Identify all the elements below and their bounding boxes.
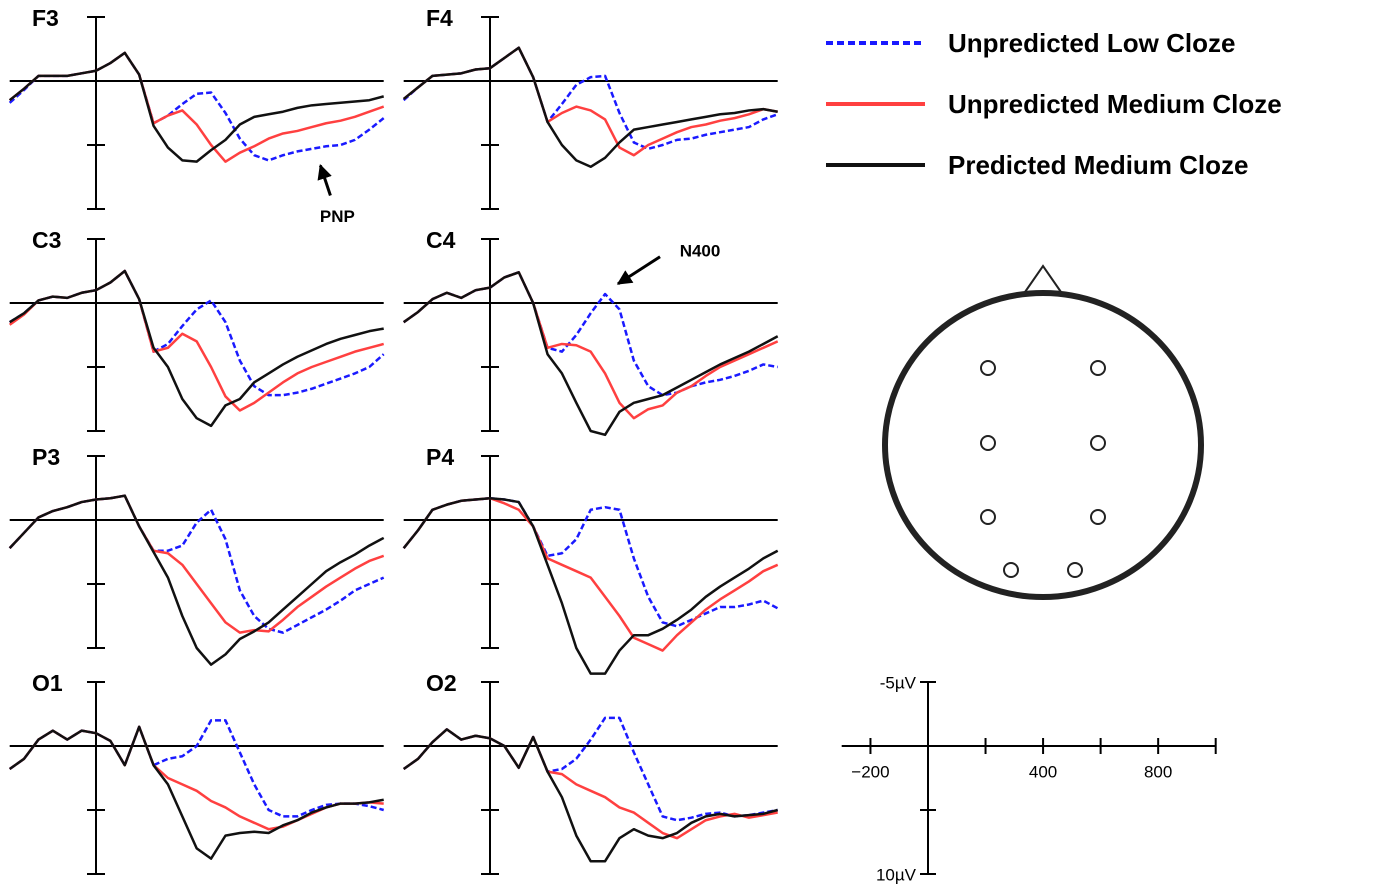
- panel-title: C4: [426, 227, 456, 253]
- erp-line: [402, 271, 779, 420]
- erp-line: [8, 494, 385, 666]
- legend-label: Unpredicted Medium Cloze: [948, 89, 1282, 119]
- panel-title: O1: [32, 670, 63, 696]
- erp-line: [8, 725, 384, 831]
- electrode: [1067, 562, 1083, 578]
- erp-line: [8, 719, 385, 818]
- annotation: N400: [680, 241, 721, 260]
- erp-line: [402, 716, 778, 822]
- erp-line: [402, 496, 779, 628]
- x-tick-label: −200: [851, 762, 889, 781]
- panel-title: F4: [426, 5, 453, 31]
- erp-line: [8, 725, 384, 860]
- electrode: [1090, 509, 1106, 525]
- panel-title: C3: [32, 227, 61, 253]
- electrode: [1090, 360, 1106, 376]
- y-tick-label: -5µV: [880, 673, 917, 692]
- erp-line: [402, 46, 778, 169]
- erp-line: [402, 271, 778, 397]
- head-map: [882, 264, 1204, 600]
- panel-title: P4: [426, 444, 454, 470]
- annotation-arrow: [616, 255, 661, 286]
- erp-line: [8, 51, 385, 163]
- erp-line: [9, 269, 385, 397]
- erp-line: [8, 494, 385, 634]
- electrode: [980, 360, 996, 376]
- panel-title: O2: [426, 670, 457, 696]
- erp-line: [8, 51, 385, 162]
- erp-line: [402, 728, 779, 863]
- panel-title: F3: [32, 5, 59, 31]
- x-tick-label: 400: [1029, 762, 1057, 781]
- erp-line: [9, 269, 384, 428]
- erp-line: [8, 269, 385, 412]
- erp-line: [402, 496, 779, 675]
- erp-line: [8, 494, 385, 634]
- electrode: [980, 435, 996, 451]
- x-tick-label: 800: [1144, 762, 1172, 781]
- annotation-arrow: [317, 164, 332, 196]
- panel-title: P3: [32, 444, 60, 470]
- y-tick-label: 10µV: [876, 865, 917, 884]
- electrode: [1090, 435, 1106, 451]
- legend-label: Unpredicted Low Cloze: [948, 28, 1235, 58]
- annotation: PNP: [320, 207, 355, 226]
- electrode: [980, 509, 996, 525]
- erp-line: [402, 496, 779, 652]
- nose: [1024, 264, 1062, 293]
- head: [882, 290, 1204, 600]
- electrode: [1003, 562, 1019, 578]
- erp-line: [402, 46, 778, 157]
- erp-line: [402, 46, 779, 151]
- erp-line: [402, 271, 779, 437]
- legend-label: Predicted Medium Cloze: [948, 150, 1249, 180]
